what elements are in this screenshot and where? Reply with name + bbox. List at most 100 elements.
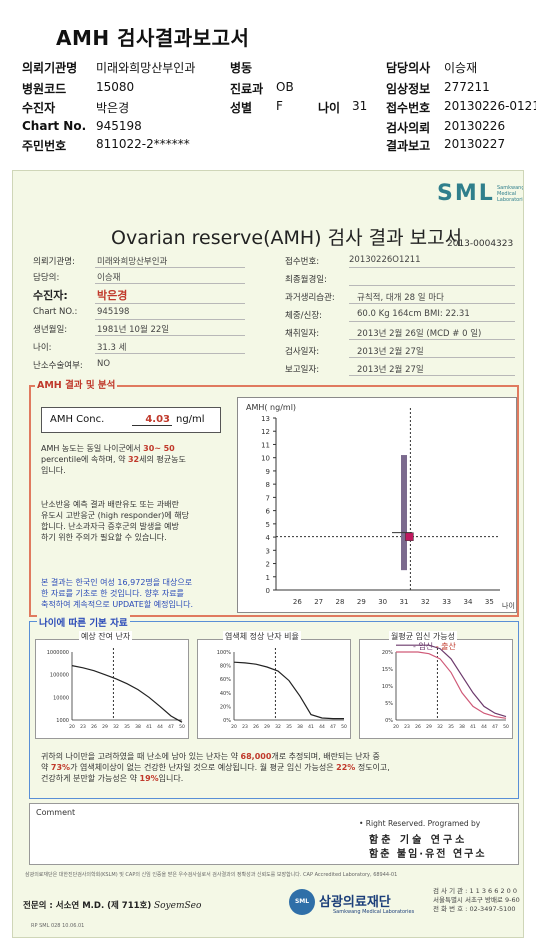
x-tick-label: 44: [319, 724, 325, 730]
y-axis-label: AMH( ng/ml): [246, 403, 296, 412]
hdr-ward-label: 병동: [230, 61, 253, 75]
y-tick-label: 0%: [223, 718, 231, 724]
x-tick-label: 35: [448, 724, 454, 730]
para2-line-3: 합니다. 난소과자극 증후군의 발생을 예방: [41, 522, 179, 531]
underline: [349, 285, 515, 286]
underline: [349, 339, 515, 340]
rights-text: • Right Reserved. Programed by: [359, 819, 481, 828]
org-logo-icon: SML: [289, 889, 315, 915]
summary-2a: 약: [41, 763, 49, 772]
contact-info: 검 사 기 관 : 1 1 3 6 6 2 0 0 서울특별시 서초구 방배로 …: [433, 887, 520, 914]
hdr-chart-no: Chart No. 945198: [22, 119, 142, 133]
hdr-patient-label: 수진자: [22, 101, 56, 115]
para2-line-1: 난소반응 예측 결과 배란유도 또는 과배란: [41, 500, 179, 509]
y-tick-label: 0: [266, 587, 270, 595]
mini3-title: 월평균 임신 가능성: [389, 631, 457, 642]
info-doctor-value: 이승재: [97, 273, 121, 283]
info-lmp-label: 최종월경일:: [285, 275, 327, 285]
amh-conc-unit: ng/ml: [176, 414, 205, 425]
underline: [349, 267, 515, 268]
report-title: Ovarian reserve(AMH) 검사 결과 보고서: [111, 227, 463, 249]
para1-sep: ~: [154, 444, 162, 453]
y-tick-label: 1000000: [47, 650, 69, 656]
info-hospital: 의뢰기관명: 미래와희망산부인과: [33, 255, 167, 267]
summary-count: 68,000: [240, 752, 272, 761]
hdr-chart-no-value: 945198: [96, 119, 142, 133]
mini-chart-pregnancy: 20% 15% 10% 5% 0% 20 23 26 29 32 35 38 41 44 47 50: [359, 639, 513, 739]
info-age-value: 31.3 세: [97, 343, 127, 353]
y-tick-label: 1000: [56, 718, 69, 724]
para1-age: 32: [127, 455, 140, 464]
para2-line-4: 하기 위한 주의가 필요할 수 있습니다.: [41, 533, 167, 542]
x-tick-label: 27: [314, 598, 323, 606]
x-tick-label: 34: [464, 598, 473, 606]
hdr-ward: 병동: [230, 59, 252, 76]
info-weight-height-label: 체중/신장:: [285, 311, 323, 321]
hdr-request-date: 검사의뢰 20130226: [386, 119, 505, 136]
y-tick-label: 1: [266, 574, 270, 582]
x-tick-label: 33: [442, 598, 451, 606]
y-tick-label: 10: [261, 455, 270, 463]
x-tick-label: 29: [264, 724, 270, 730]
summary-pct3: 19%: [139, 774, 159, 783]
comment-label: Comment: [36, 808, 76, 817]
info-age: 나이: 31.3 세: [33, 341, 126, 353]
hdr-hospital-code-label: 병원코드: [22, 82, 67, 96]
basic-summary-text: 귀하의 나이만을 고려하였을 때 난소에 남아 있는 난자는 약 68,000개…: [41, 751, 511, 784]
hdr-dept-value: OB: [276, 80, 294, 94]
x-tick-label: 26: [415, 724, 421, 730]
hdr-doctor-label: 담당의사: [386, 61, 431, 75]
x-tick-label: 23: [242, 724, 248, 730]
hdr-report-date-label: 결과보고: [386, 139, 431, 153]
x-tick-label: 38: [459, 724, 465, 730]
x-tick-label: 28: [336, 598, 345, 606]
hdr-resident-no-value: 811022-2******: [96, 137, 190, 151]
y-tick-label: 10%: [382, 684, 393, 690]
contact-line-2: 서울특별시 서초구 방배로 9-60: [433, 896, 520, 904]
x-tick-label: 44: [481, 724, 487, 730]
info-report-date-label: 보고일자:: [285, 365, 320, 375]
mini2-title: 염색체 정상 난자 비율: [223, 631, 301, 642]
summary-line-3: 건강하게 분만할 가능성은 약 19%입니다.: [41, 773, 511, 784]
legend-birth: - 출산: [435, 642, 456, 651]
amh-result-frame: [29, 385, 519, 617]
x-tick-label: 29: [426, 724, 432, 730]
y-tick-label: 10000: [53, 695, 69, 701]
summary-pct1: 73%: [50, 763, 71, 772]
info-cycle-history-value: 규칙적, 대개 28 일 마다: [357, 293, 444, 303]
age-range-bar: [401, 455, 407, 571]
x-tick-label: 23: [404, 724, 410, 730]
info-test-date-value: 2013년 2월 27일: [357, 347, 424, 357]
amh-conc-box: AMH Conc. 4.03 ng/ml: [41, 407, 221, 433]
underline: [95, 353, 245, 354]
para1-range-lo: 30: [143, 444, 155, 453]
amh-response-text: 난소반응 예측 결과 배란유도 또는 과배란 유도시 고반응군 (high re…: [41, 499, 233, 543]
hdr-clinical-info: 임상정보 277211: [386, 80, 490, 97]
hdr-chart-no-label: Chart No.: [22, 119, 87, 133]
amh-percentile-text: AMH 농도는 동일 나이군에서 30~ 50 percentile에 속하며,…: [41, 443, 233, 476]
series-line: [396, 651, 507, 719]
x-tick-label: 41: [470, 724, 476, 730]
y-tick-label: 20%: [220, 704, 231, 710]
x-tick-label: 29: [357, 598, 366, 606]
hdr-hospital-code: 병원코드 15080: [22, 80, 134, 97]
info-hospital-value: 미래와희망산부인과: [97, 257, 168, 267]
comment-box: Comment: [29, 803, 519, 865]
para1-range-hi: 50: [163, 444, 175, 453]
para1-a: AMH 농도는 동일 나이군에서: [41, 444, 141, 453]
hdr-clinical-info-label: 임상정보: [386, 82, 431, 96]
amh-chart-panel: AMH( ng/ml) 0 1 2 3 4 5 6 7 8 9 10 11 12 13 26 27 28 29 30 3…: [237, 397, 517, 613]
summary-3b: 입니다.: [158, 774, 184, 783]
hdr-receipt-no-label: 접수번호: [386, 101, 431, 115]
x-tick-label: 20: [69, 724, 75, 730]
underline: [95, 283, 245, 284]
mini1-title: 예상 잔여 난자: [79, 631, 133, 642]
signature: SoyemSeo: [153, 901, 202, 911]
info-patient: 수진자: 박은경: [33, 287, 127, 303]
hdr-doctor: 담당의사 이승재: [386, 59, 477, 76]
series-line: [71, 665, 183, 723]
y-tick-label: 11: [261, 441, 270, 449]
y-tick-label: 5: [266, 521, 270, 529]
